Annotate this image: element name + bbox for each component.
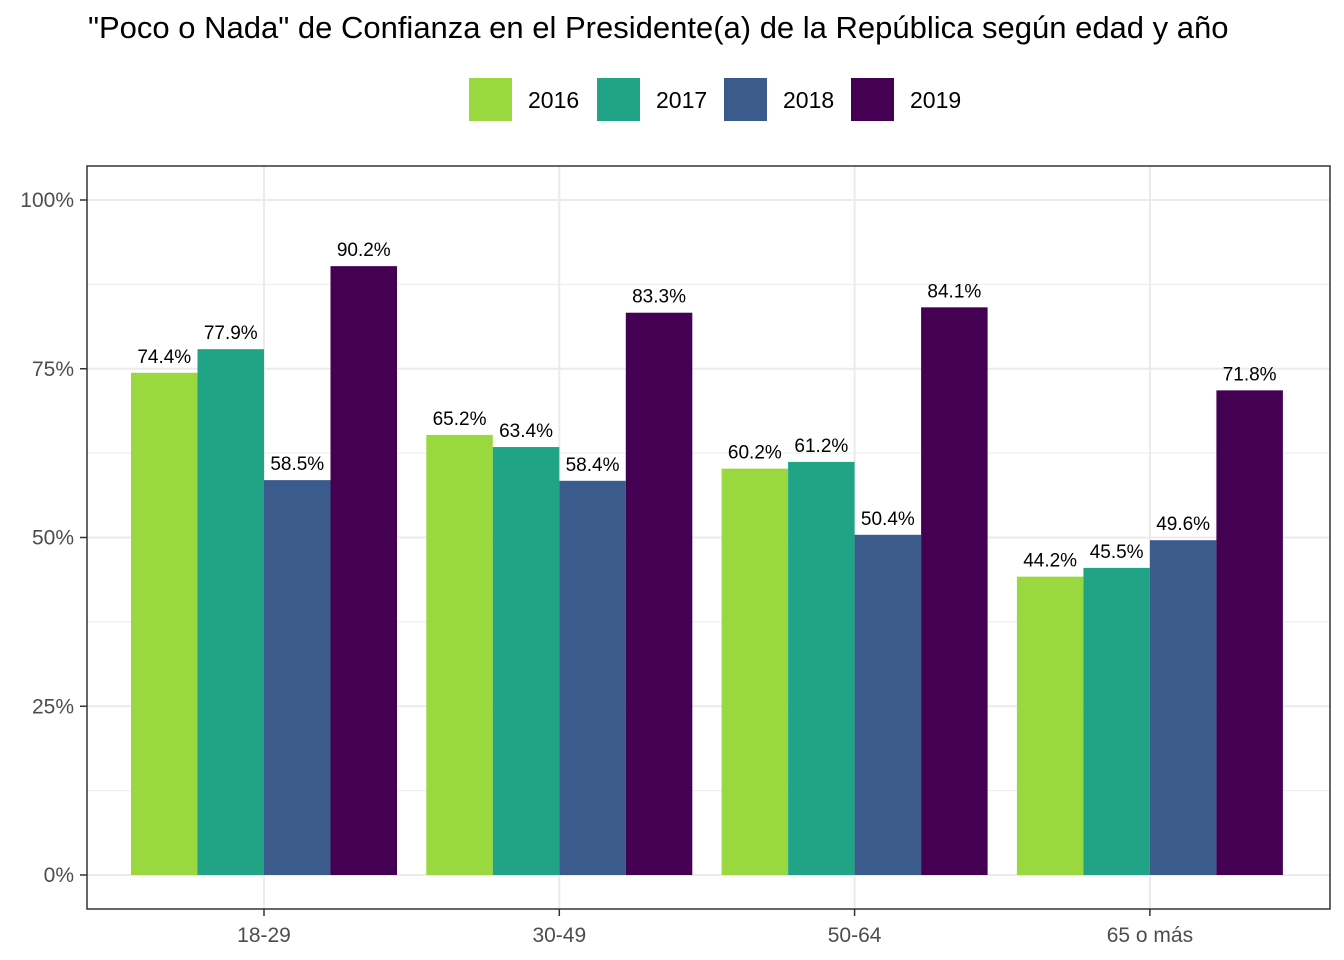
bar-value-label: 60.2%	[728, 443, 782, 464]
x-tick-label: 18-29	[237, 924, 291, 947]
legend-label-2018: 2018	[783, 87, 835, 113]
legend-swatch-2017	[597, 78, 640, 121]
bar-value-label: 58.5%	[270, 454, 324, 475]
y-tick-label: 50%	[32, 527, 74, 550]
bar-2019-50-64	[921, 307, 988, 875]
bar-2017-65-o-más	[1083, 567, 1150, 875]
bar-2019-18-29	[330, 266, 397, 875]
bar-2017-50-64	[788, 461, 855, 875]
bar-value-label: 71.8%	[1223, 364, 1277, 385]
bar-value-label: 45.5%	[1090, 542, 1144, 563]
bar-value-label: 58.4%	[566, 455, 620, 476]
bar-2018-18-29	[264, 480, 331, 875]
legend-label-2017: 2017	[656, 87, 708, 113]
legend-label-2016: 2016	[528, 87, 580, 113]
x-tick-label: 50-64	[828, 924, 882, 947]
bar-value-label: 83.3%	[632, 287, 686, 308]
legend-swatch-2018	[724, 78, 767, 121]
bar-value-label: 65.2%	[433, 409, 487, 430]
bar-2016-65-o-más	[1016, 576, 1084, 875]
bar-value-label: 90.2%	[337, 240, 391, 261]
legend-label-2019: 2019	[910, 87, 962, 113]
y-tick-label: 25%	[32, 695, 74, 718]
y-tick-label: 0%	[44, 864, 74, 887]
bar-value-label: 74.4%	[137, 347, 191, 368]
bar-2018-65-o-más	[1149, 540, 1217, 875]
bar-2019-65-o-más	[1216, 390, 1283, 875]
x-tick-label: 65 o más	[1107, 924, 1193, 947]
bar-value-label: 61.2%	[794, 436, 848, 457]
bar-value-label: 49.6%	[1156, 514, 1210, 535]
bar-value-label: 44.2%	[1023, 551, 1077, 572]
y-tick-label: 100%	[20, 189, 74, 212]
chart-title: "Poco o Nada" de Confianza en el Preside…	[88, 10, 1229, 45]
bar-2018-50-64	[854, 534, 922, 875]
bar-2017-18-29	[197, 349, 264, 875]
bar-value-label: 63.4%	[499, 421, 553, 442]
bar-2016-30-49	[426, 434, 493, 875]
bar-2017-30-49	[492, 447, 560, 875]
bar-2016-18-29	[131, 372, 198, 875]
bar-value-label: 77.9%	[204, 323, 258, 344]
bar-2016-50-64	[721, 468, 789, 875]
bar-value-label: 84.1%	[927, 281, 981, 302]
legend-swatch-2016	[469, 78, 512, 121]
x-tick-label: 30-49	[532, 924, 586, 947]
bar-2018-30-49	[559, 480, 626, 875]
bar-value-label: 50.4%	[861, 509, 915, 530]
y-tick-label: 75%	[32, 358, 74, 381]
legend-swatch-2019	[851, 78, 894, 121]
bar-2019-30-49	[625, 312, 693, 876]
